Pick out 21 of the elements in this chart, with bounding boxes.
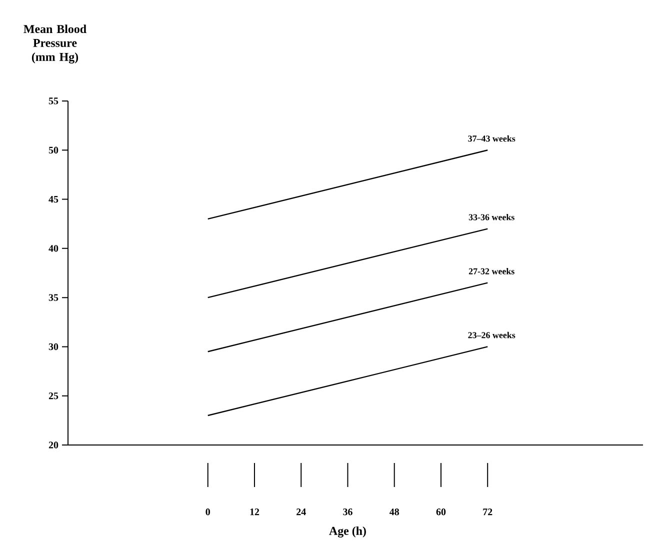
y-tick-label: 45	[48, 196, 58, 203]
x-tick-label: 72	[483, 508, 492, 516]
series-label: 27-32 weeks	[468, 268, 514, 274]
y-tick-label: 35	[48, 294, 58, 301]
x-tick-label: 12	[250, 508, 260, 516]
series-label: 33-36 weeks	[468, 214, 514, 220]
y-tick-label: 20	[48, 442, 58, 448]
y-tick-label: 30	[48, 343, 58, 350]
series-label: 37–43 weeks	[468, 135, 516, 142]
y-tick-label: 25	[48, 392, 58, 400]
x-tick-label: 24	[296, 508, 306, 516]
y-tick-label: 55	[48, 98, 58, 104]
y-axis-title: Mean Blood Pressure (mm Hg)	[24, 24, 86, 64]
y-tick-label: 50	[48, 146, 58, 154]
x-tick-label: 60	[436, 508, 446, 516]
x-tick-label: 48	[390, 508, 400, 516]
series-label: 23–26 weeks	[468, 332, 516, 338]
x-tick-label: 36	[343, 508, 352, 516]
x-tick-label: 0	[206, 508, 210, 516]
y-tick-label: 40	[48, 245, 58, 252]
x-axis-title: Age (h)	[329, 526, 366, 538]
